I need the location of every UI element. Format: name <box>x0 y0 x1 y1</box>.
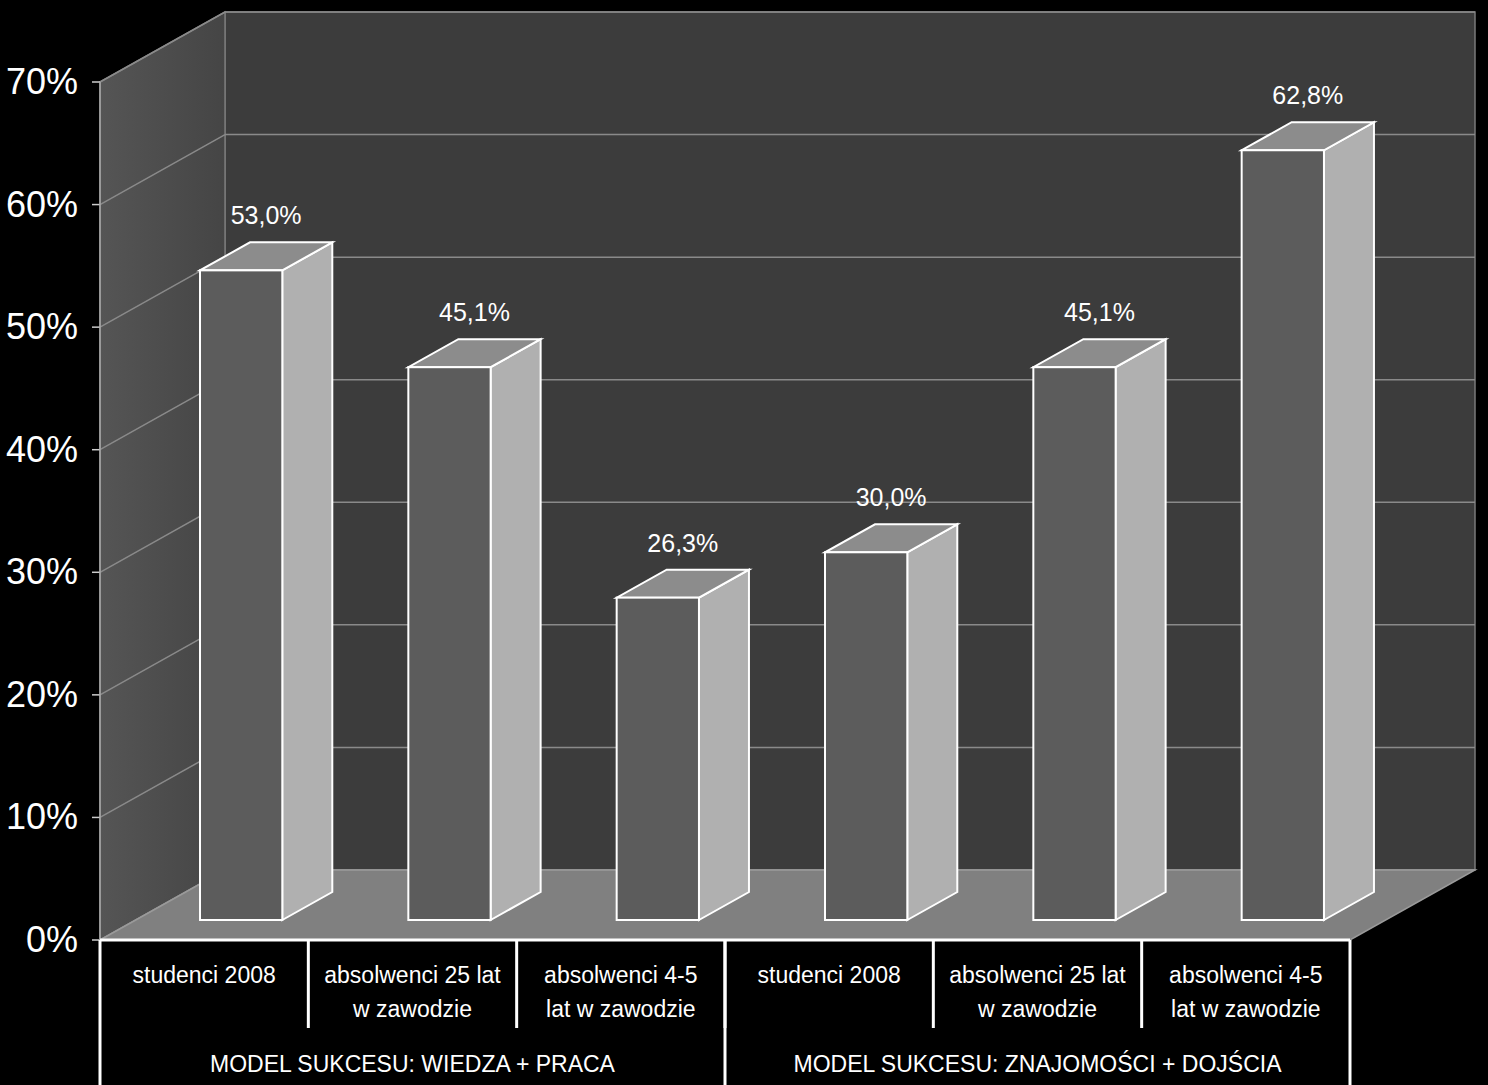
data-labels: 53,0% 45,1% 26,3% 30,0% 45,1% 62,8% <box>231 81 1344 556</box>
data-label: 45,1% <box>439 298 510 326</box>
bar-front <box>1242 150 1324 920</box>
chart: 0% 10% 20% 30% 40% 50% 60% 70% 53,0% 45,1% 26,3% 30… <box>0 0 1488 1085</box>
table-line <box>1140 940 1143 1028</box>
tick-mark <box>92 817 100 819</box>
data-label: 45,1% <box>1064 298 1135 326</box>
tick-label: 20% <box>6 674 78 715</box>
tick-mark <box>92 81 100 83</box>
bar-side <box>1116 339 1166 920</box>
group-label: MODEL SUKCESU: ZNAJOMOŚCI + DOJŚCIA <box>794 1050 1283 1077</box>
table-line <box>307 940 310 1028</box>
tick-label: 40% <box>6 429 78 470</box>
tick-mark <box>92 449 100 451</box>
bar <box>1242 122 1374 920</box>
data-label: 53,0% <box>231 201 302 229</box>
category-label: absolwenci 4-5 lat w zawodzie <box>1169 962 1322 1022</box>
bar-front <box>617 598 699 920</box>
bar-side <box>699 570 749 920</box>
category-label: studenci 2008 <box>133 962 276 988</box>
category-label-line: absolwenci 25 lat <box>324 962 501 988</box>
table-line <box>1349 940 1352 1085</box>
group-label: MODEL SUKCESU: WIEDZA + PRACA <box>210 1051 616 1077</box>
tick-label: 30% <box>6 551 78 592</box>
bar <box>1033 339 1165 920</box>
category-label: absolwenci 4-5 lat w zawodzie <box>544 962 697 1022</box>
tick-label: 10% <box>6 796 78 837</box>
bar-front <box>825 552 907 920</box>
bar-front <box>1033 367 1115 920</box>
category-label-line: studenci 2008 <box>133 962 276 988</box>
axis-line <box>99 82 101 940</box>
tick-label: 0% <box>26 919 78 960</box>
grid <box>92 12 1475 940</box>
category-label-line: absolwenci 25 lat <box>949 962 1126 988</box>
table-line <box>99 940 102 1085</box>
category-label: absolwenci 25 lat w zawodzie <box>949 962 1126 1022</box>
grid-line <box>225 11 1475 13</box>
bar-top <box>1242 122 1374 150</box>
category-label-line: w zawodzie <box>977 996 1097 1022</box>
bar-front <box>408 367 490 920</box>
bar-top <box>1033 339 1165 367</box>
data-label: 62,8% <box>1272 81 1343 109</box>
tick-label: 60% <box>6 184 78 225</box>
category-label: studenci 2008 <box>758 962 901 988</box>
category-label-line: lat w zawodzie <box>546 996 696 1022</box>
bar-side <box>1324 122 1374 920</box>
table-line <box>724 940 727 1085</box>
category-label-line: absolwenci 4-5 <box>1169 962 1322 988</box>
category-label-line: w zawodzie <box>352 996 472 1022</box>
tick-mark <box>92 204 100 206</box>
bar-top <box>617 570 749 598</box>
tick-mark <box>92 572 100 574</box>
tick-mark <box>92 326 100 328</box>
category-label-line: absolwenci 4-5 <box>544 962 697 988</box>
bar-side <box>282 242 332 920</box>
category-label: absolwenci 25 lat w zawodzie <box>324 962 501 1022</box>
tick-label: 50% <box>6 306 78 347</box>
data-label: 26,3% <box>647 529 718 557</box>
table-line <box>932 940 935 1028</box>
bar <box>408 339 540 920</box>
table-line <box>515 940 518 1028</box>
bar-top <box>200 242 332 270</box>
bar <box>825 524 957 920</box>
grid-line <box>100 12 225 82</box>
bar <box>200 242 332 920</box>
bar-front <box>200 270 282 920</box>
tick-mark <box>92 694 100 696</box>
bar <box>617 570 749 920</box>
bar-side <box>907 524 957 920</box>
data-label: 30,0% <box>856 483 927 511</box>
grid-line <box>100 135 225 205</box>
tick-label: 70% <box>6 61 78 102</box>
bar-side <box>491 339 541 920</box>
bar-top <box>408 339 540 367</box>
background <box>0 0 1488 1085</box>
bars <box>200 122 1374 920</box>
category-label-line: lat w zawodzie <box>1171 996 1321 1022</box>
category-label-line: studenci 2008 <box>758 962 901 988</box>
category-table: studenci 2008 absolwenci 25 lat w zawodzie… <box>100 940 1350 1085</box>
bar-top <box>825 524 957 552</box>
